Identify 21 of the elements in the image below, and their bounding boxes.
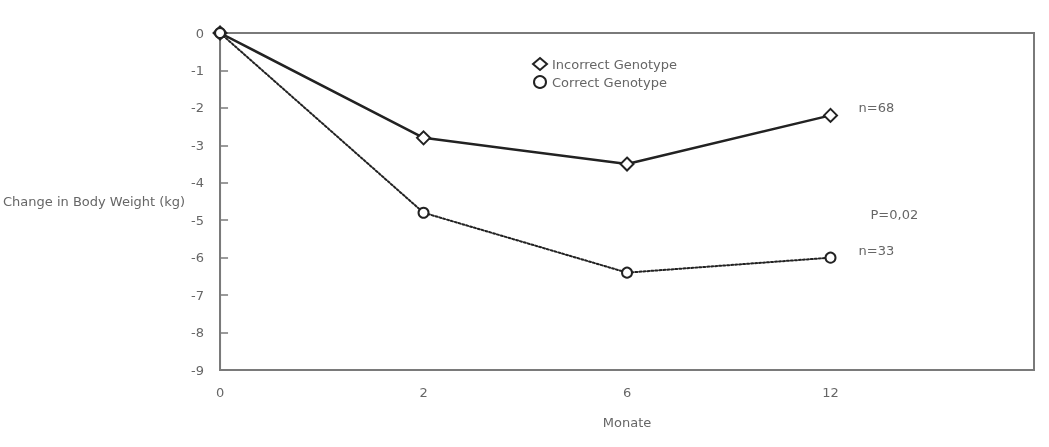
x-tick-label: 2 xyxy=(419,385,428,400)
legend-label: Incorrect Genotype xyxy=(552,56,678,72)
y-axis-title: Change in Body Weight (kg) xyxy=(3,194,186,209)
y-tick-label: 0 xyxy=(195,25,205,41)
y-tick-label: -4 xyxy=(191,175,205,191)
y-tick-label: -9 xyxy=(191,362,205,378)
y-tick-label: -2 xyxy=(191,100,205,116)
y-tick-label: -8 xyxy=(191,325,205,341)
annotation: P=0,02 xyxy=(870,207,919,223)
y-tick-label: -7 xyxy=(191,287,205,303)
x-tick-label: 6 xyxy=(622,385,632,400)
y-tick-label: -1 xyxy=(191,62,205,78)
annotation: n=68 xyxy=(858,100,895,116)
y-tick-label: -3 xyxy=(191,137,205,153)
y-tick-label: -5 xyxy=(191,212,205,228)
annotation: n=33 xyxy=(858,242,895,258)
y-tick-label: -6 xyxy=(191,250,205,266)
legend-label: Correct Genotype xyxy=(552,74,667,90)
x-axis-title: Monate xyxy=(602,415,652,430)
x-tick-label: 12 xyxy=(822,385,839,400)
x-tick-label: 0 xyxy=(215,385,225,400)
